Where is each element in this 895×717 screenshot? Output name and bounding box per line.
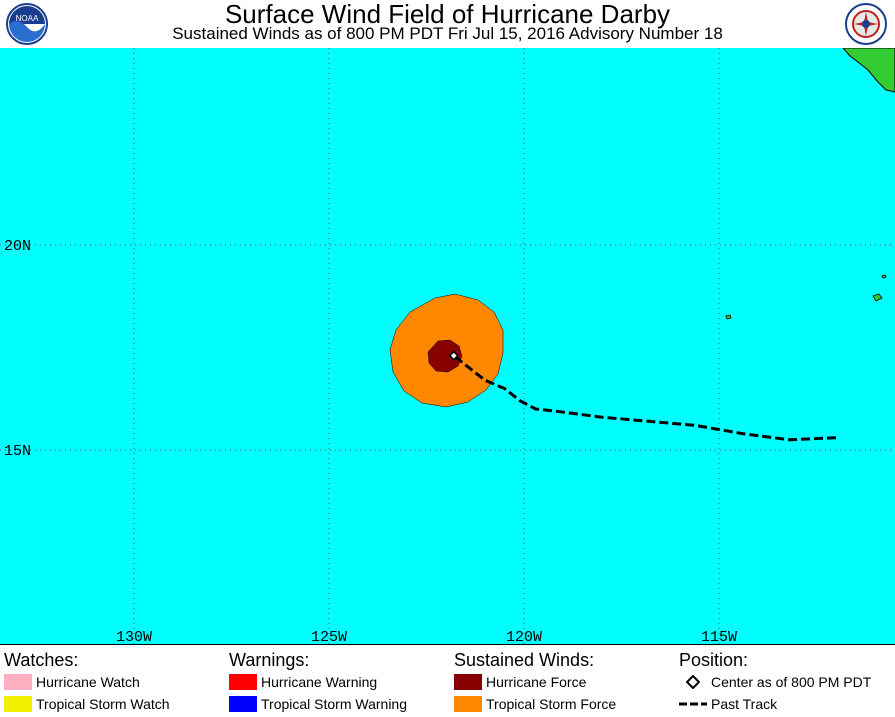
legend-watches-heading: Watches:: [4, 650, 79, 670]
storm-center-diamond-icon: [448, 350, 459, 361]
header: NOAA Surface Wind Field of Hurricane Dar…: [0, 0, 895, 48]
legend: Watches: Hurricane Watch Tropical Storm …: [0, 644, 895, 717]
svg-text:NOAA: NOAA: [16, 14, 39, 23]
latitude-label: 15N: [4, 443, 31, 460]
hurricane-watch-swatch: [4, 674, 32, 690]
legend-item-label: Hurricane Watch: [36, 674, 140, 690]
graticule: [0, 48, 895, 644]
map-area: 130W 125W 120W 115W 20N 15N: [0, 48, 895, 644]
legend-item-hurricane-watch: Hurricane Watch: [4, 671, 170, 693]
land-island-san-benedicto: [881, 274, 887, 279]
legend-item-tropical-storm-watch: Tropical Storm Watch: [4, 693, 170, 715]
legend-item-label: Tropical Storm Force: [486, 696, 617, 712]
longitude-label: 115W: [701, 629, 737, 644]
hurricane-force-wind-field: [427, 339, 463, 373]
longitude-label: 125W: [311, 629, 347, 644]
legend-winds-heading: Sustained Winds:: [454, 650, 595, 670]
longitude-label: 130W: [116, 629, 152, 644]
diamond-icon: [679, 674, 707, 690]
land-island-socorro: [872, 293, 883, 302]
legend-warnings-heading: Warnings:: [229, 650, 310, 670]
legend-item-hurricane-force: Hurricane Force: [454, 671, 616, 693]
legend-sustained-winds: Sustained Winds: Hurricane Force Tropica…: [454, 649, 616, 715]
legend-item-hurricane-warning: Hurricane Warning: [229, 671, 407, 693]
legend-item-label: Tropical Storm Warning: [261, 696, 408, 712]
legend-item-label: Center as of 800 PM PDT: [711, 674, 872, 690]
legend-item-tropical-storm-warning: Tropical Storm Warning: [229, 693, 407, 715]
legend-watches: Watches: Hurricane Watch Tropical Storm …: [4, 649, 170, 715]
legend-item-center: Center as of 800 PM PDT: [679, 671, 871, 693]
tropical-storm-warning-swatch: [229, 696, 257, 712]
legend-item-label: Hurricane Force: [486, 674, 587, 690]
legend-position: Position: Center as of 800 PM PDT Past T…: [679, 649, 871, 715]
longitude-label: 120W: [506, 629, 542, 644]
nws-logo: [845, 3, 887, 45]
page-title: Surface Wind Field of Hurricane Darby: [224, 0, 671, 29]
noaa-logo: NOAA: [6, 3, 48, 45]
legend-item-label: Hurricane Warning: [261, 674, 378, 690]
graticule-labels: 130W 125W 120W 115W 20N 15N: [4, 238, 737, 644]
tropical-storm-watch-swatch: [4, 696, 32, 712]
legend-item-tropical-storm-force: Tropical Storm Force: [454, 693, 616, 715]
map-canvas: 130W 125W 120W 115W 20N 15N: [0, 48, 895, 644]
dashed-line-icon: [679, 696, 707, 712]
past-track-line: [452, 354, 837, 442]
legend-warnings: Warnings: Hurricane Warning Tropical Sto…: [229, 649, 407, 715]
legend-item-label: Tropical Storm Watch: [36, 696, 170, 712]
page-subtitle: Sustained Winds as of 800 PM PDT Fri Jul…: [172, 24, 723, 43]
land-island-clarion: [725, 314, 732, 320]
hurricane-warning-swatch: [229, 674, 257, 690]
legend-item-past-track: Past Track: [679, 693, 871, 715]
tropical-storm-force-swatch: [454, 696, 482, 712]
hurricane-force-swatch: [454, 674, 482, 690]
legend-item-label: Past Track: [711, 696, 778, 712]
latitude-label: 20N: [4, 238, 31, 255]
land-baja-california: [842, 48, 895, 93]
legend-position-heading: Position:: [679, 650, 749, 670]
